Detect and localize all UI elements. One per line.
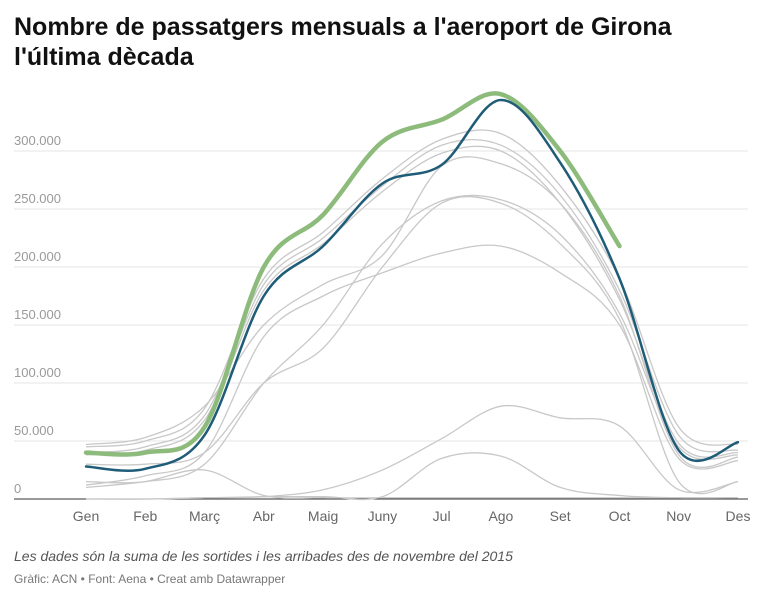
y-tick-label: 0	[14, 481, 21, 496]
chart-title: Nombre de passatgers mensuals a l'aeropo…	[14, 13, 672, 71]
x-tick-label: Abr	[253, 508, 275, 524]
x-tick-label: Març	[189, 508, 220, 524]
x-tick-label: Juny	[368, 508, 398, 524]
chart-note: Les dades són la suma de les sortides i …	[14, 548, 513, 564]
highlighted-series	[83, 91, 740, 472]
line-chart: 0 50.000 100.000 150.000 200.000 250.000 300.0…	[14, 91, 751, 524]
series-line-blue	[84, 98, 740, 472]
series-line-grey-4	[85, 145, 739, 458]
y-tick-label: 50.000	[14, 423, 54, 438]
chart-credit: Gràfic: ACN • Font: Aena • Creat amb Dat…	[14, 572, 286, 586]
series-line-grey-5	[85, 156, 739, 468]
x-tick-label: Des	[726, 508, 751, 524]
x-tick-label: Oct	[609, 508, 631, 524]
series-line-grey-2	[85, 129, 739, 448]
x-tick-label: Ago	[488, 508, 513, 524]
y-tick-label: 200.000	[14, 249, 61, 264]
x-tick-label: Set	[550, 508, 571, 524]
series-line-grey-8	[85, 196, 739, 495]
series-line-grey-11	[85, 469, 738, 499]
x-tick-label: Nov	[666, 508, 691, 524]
x-tick-label: Maig	[308, 508, 338, 524]
x-tick-label: Gen	[73, 508, 99, 524]
series-line-grey-10	[85, 452, 739, 501]
series-line-grey-9	[85, 404, 739, 500]
x-tick-label: Jul	[433, 508, 451, 524]
y-tick-label: 300.000	[14, 133, 61, 148]
y-axis-ticks: 0 50.000 100.000 150.000 200.000 250.000 300.0…	[14, 133, 61, 496]
series-line-grey-7	[85, 194, 739, 484]
x-tick-label: Feb	[133, 508, 157, 524]
y-tick-label: 250.000	[14, 191, 61, 206]
background-series	[85, 129, 739, 501]
y-tick-label: 150.000	[14, 307, 61, 322]
y-tick-label: 100.000	[14, 365, 61, 380]
x-axis-ticks: Gen Feb Març Abr Maig Juny Jul Ago Set Oct Nov Des	[73, 508, 751, 524]
series-line-grey-3	[85, 138, 739, 454]
series-line-green	[83, 91, 622, 457]
